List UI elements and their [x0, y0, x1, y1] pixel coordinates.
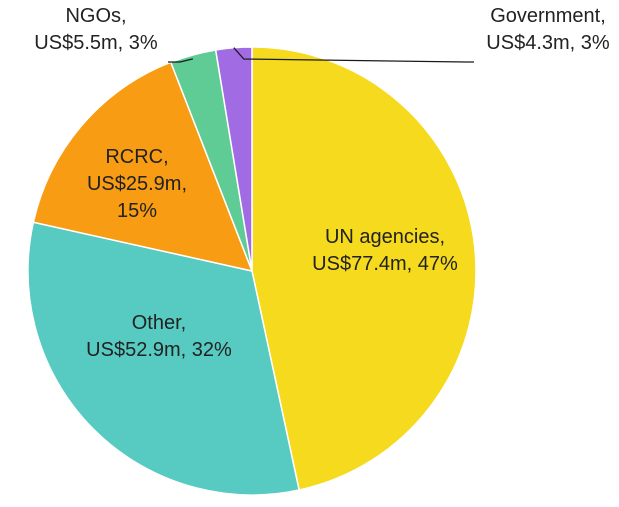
slice-label-other: Other, US$52.9m, 32%	[86, 312, 232, 361]
slice-label-line: Other,	[132, 312, 186, 334]
slice-label-line: US$52.9m, 32%	[86, 339, 232, 361]
leader-line-ngos	[168, 58, 194, 63]
slice-label-line: Government,	[490, 5, 606, 27]
slice-label-line: RCRC,	[105, 146, 168, 168]
slice-label-line: 15%	[117, 200, 157, 222]
slice-label-line: UN agencies,	[325, 226, 445, 248]
slice-labels: UN agencies, US$77.4m, 47% Other, US$52.9m,…	[34, 5, 610, 361]
slice-label-ngos: NGOs, US$5.5m, 3%	[34, 5, 158, 54]
slice-label-line: US$25.9m,	[87, 173, 187, 195]
slice-label-rcrc: RCRC, US$25.9m, 15%	[87, 146, 187, 222]
slice-label-line: US$5.5m, 3%	[34, 32, 158, 54]
slice-label-line: US$77.4m, 47%	[312, 253, 458, 275]
leader-line-government	[233, 47, 474, 63]
slice-label-line: NGOs,	[65, 5, 126, 27]
slice-label-un-agencies: UN agencies, US$77.4m, 47%	[312, 226, 458, 275]
pie-slice-rcrc	[32, 61, 254, 273]
pie-slice-other	[27, 221, 301, 496]
leader-lines	[168, 47, 474, 63]
pie-slices	[27, 46, 477, 496]
slice-label-line: US$4.3m, 3%	[486, 32, 610, 54]
pie-slice-un-agencies	[251, 46, 477, 491]
slice-label-government: Government, US$4.3m, 3%	[486, 5, 610, 54]
